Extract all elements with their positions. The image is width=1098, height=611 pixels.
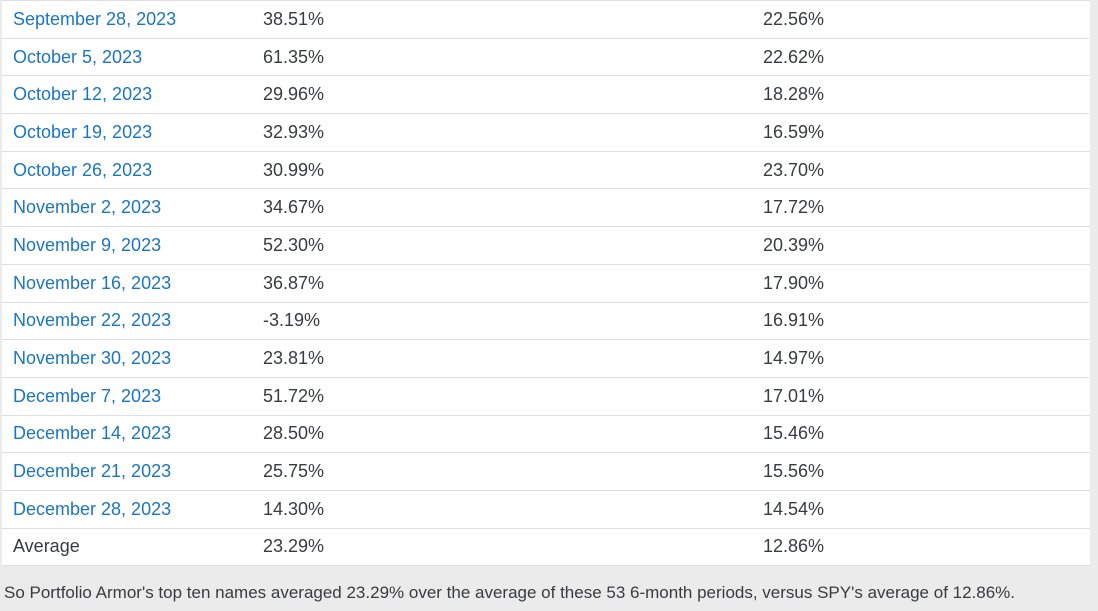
date-cell: September 28, 2023 bbox=[2, 0, 252, 39]
spy-return-cell: 18.28% bbox=[752, 75, 1090, 115]
top-ten-return-cell: 34.67% bbox=[252, 188, 752, 228]
date-link[interactable]: November 9, 2023 bbox=[13, 234, 162, 255]
spy-return-cell: 22.62% bbox=[752, 38, 1090, 77]
date-link[interactable]: November 2, 2023 bbox=[13, 197, 162, 218]
date-link[interactable]: December 21, 2023 bbox=[13, 461, 172, 482]
date-cell: October 12, 2023 bbox=[2, 75, 252, 115]
spy-return-cell: 20.39% bbox=[752, 226, 1090, 265]
table-row: November 22, 2023 -3.19% 16.91% bbox=[2, 302, 1090, 341]
date-cell: December 14, 2023 bbox=[2, 415, 252, 454]
top-ten-return-cell: 36.87% bbox=[252, 264, 752, 303]
spy-return-cell: 22.56% bbox=[752, 0, 1090, 39]
date-cell: December 28, 2023 bbox=[2, 490, 252, 529]
table-row: December 21, 2023 25.75% 15.56% bbox=[2, 452, 1090, 491]
spy-return-cell: 23.70% bbox=[752, 151, 1090, 190]
date-link[interactable]: November 22, 2023 bbox=[13, 310, 172, 331]
summary-text: So Portfolio Armor's top ten names avera… bbox=[4, 583, 1016, 602]
date-cell: November 9, 2023 bbox=[2, 226, 252, 265]
date-link[interactable]: December 28, 2023 bbox=[13, 498, 172, 519]
top-ten-return-cell: 29.96% bbox=[252, 75, 752, 115]
date-cell: October 26, 2023 bbox=[2, 151, 252, 190]
top-ten-return-cell: -3.19% bbox=[252, 302, 752, 341]
table-row: December 7, 2023 51.72% 17.01% bbox=[2, 377, 1090, 416]
table-row: November 16, 2023 36.87% 17.90% bbox=[2, 264, 1090, 303]
table-row: October 19, 2023 32.93% 16.59% bbox=[2, 113, 1090, 152]
table-row: September 28, 2023 38.51% 22.56% bbox=[2, 0, 1090, 39]
date-cell: December 7, 2023 bbox=[2, 377, 252, 416]
spy-return-cell: 14.54% bbox=[752, 490, 1090, 529]
top-ten-return-cell: 23.81% bbox=[252, 339, 752, 378]
table-row: November 9, 2023 52.30% 20.39% bbox=[2, 226, 1090, 265]
table-row: November 30, 2023 23.81% 14.97% bbox=[2, 339, 1090, 378]
date-cell: October 5, 2023 bbox=[2, 38, 252, 77]
top-ten-return-cell: 32.93% bbox=[252, 113, 752, 152]
top-ten-return-cell: 28.50% bbox=[252, 415, 752, 454]
date-cell: October 19, 2023 bbox=[2, 113, 252, 152]
top-ten-return-cell: 38.51% bbox=[252, 0, 752, 39]
date-link[interactable]: October 12, 2023 bbox=[13, 84, 153, 105]
top-ten-return-cell: 52.30% bbox=[252, 226, 752, 265]
date-cell: November 2, 2023 bbox=[2, 188, 252, 228]
table-row: December 28, 2023 14.30% 14.54% bbox=[2, 490, 1090, 529]
date-link[interactable]: September 28, 2023 bbox=[13, 8, 177, 29]
date-cell: November 22, 2023 bbox=[2, 302, 252, 341]
table-row: October 5, 2023 61.35% 22.62% bbox=[2, 38, 1090, 77]
top-ten-return-cell: 25.75% bbox=[252, 452, 752, 491]
date-link[interactable]: December 7, 2023 bbox=[13, 385, 162, 406]
date-cell: November 30, 2023 bbox=[2, 339, 252, 378]
date-link[interactable]: November 16, 2023 bbox=[13, 272, 172, 293]
spy-return-cell: 17.72% bbox=[752, 188, 1090, 228]
spy-return-cell: 17.01% bbox=[752, 377, 1090, 416]
date-link[interactable]: November 30, 2023 bbox=[13, 348, 172, 369]
spy-return-cell: 15.46% bbox=[752, 415, 1090, 454]
date-cell: December 21, 2023 bbox=[2, 452, 252, 491]
top-ten-return-cell: 61.35% bbox=[252, 38, 752, 77]
spy-return-cell: 17.90% bbox=[752, 264, 1090, 303]
spy-return-cell: 16.91% bbox=[752, 302, 1090, 341]
date-link[interactable]: October 5, 2023 bbox=[13, 46, 143, 67]
date-cell: November 16, 2023 bbox=[2, 264, 252, 303]
average-label: Average bbox=[2, 528, 252, 567]
table-row: December 14, 2023 28.50% 15.46% bbox=[2, 415, 1090, 454]
spy-return-cell: 15.56% bbox=[752, 452, 1090, 491]
returns-table: September 28, 2023 38.51% 22.56% October 5,… bbox=[2, 0, 1090, 567]
table-row: October 12, 2023 29.96% 18.28% bbox=[2, 75, 1090, 115]
spy-return-cell: 16.59% bbox=[752, 113, 1090, 152]
date-link[interactable]: December 14, 2023 bbox=[13, 423, 172, 444]
table-footer-body: Average 23.29% 12.86% bbox=[2, 528, 1090, 567]
average-top-ten-cell: 23.29% bbox=[252, 528, 752, 567]
table-body: September 28, 2023 38.51% 22.56% October 5,… bbox=[2, 0, 1090, 529]
date-link[interactable]: October 26, 2023 bbox=[13, 159, 153, 180]
table-row: October 26, 2023 30.99% 23.70% bbox=[2, 151, 1090, 190]
spy-return-cell: 14.97% bbox=[752, 339, 1090, 378]
table-row: November 2, 2023 34.67% 17.72% bbox=[2, 188, 1090, 228]
date-link[interactable]: October 19, 2023 bbox=[13, 121, 153, 142]
top-ten-return-cell: 30.99% bbox=[252, 151, 752, 190]
average-spy-cell: 12.86% bbox=[752, 528, 1090, 567]
top-ten-return-cell: 14.30% bbox=[252, 490, 752, 529]
average-row: Average 23.29% 12.86% bbox=[2, 528, 1090, 567]
top-ten-return-cell: 51.72% bbox=[252, 377, 752, 416]
